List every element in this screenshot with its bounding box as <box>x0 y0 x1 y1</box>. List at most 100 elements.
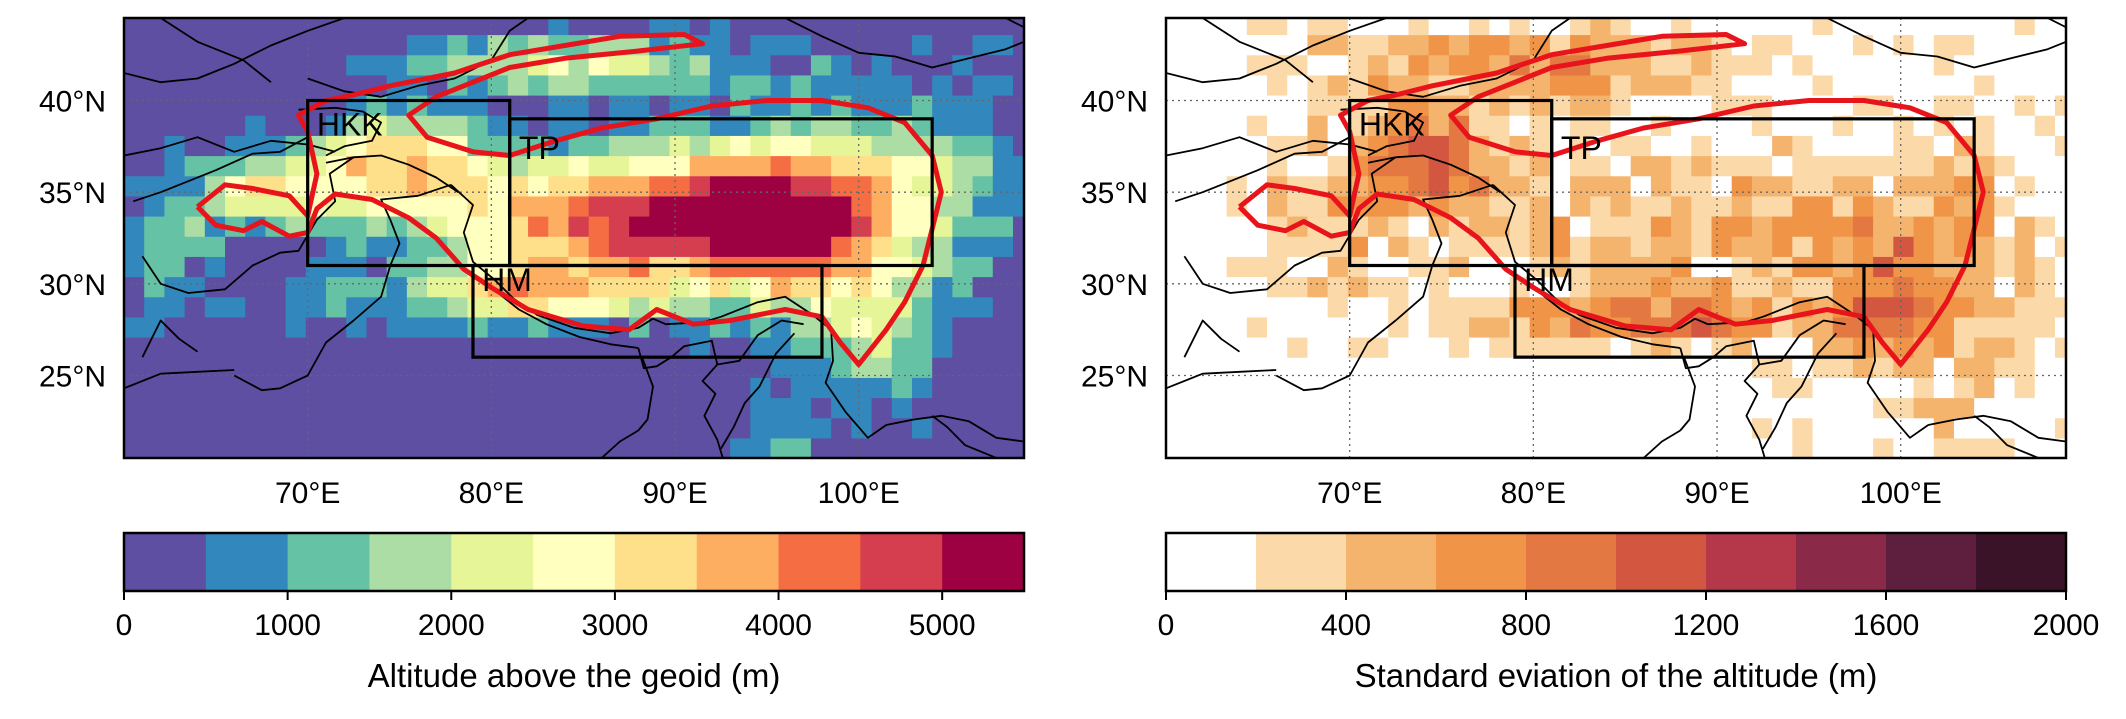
grid-cell <box>1347 357 1369 378</box>
grid-cell <box>730 135 751 157</box>
grid-cell <box>204 437 226 458</box>
grid-cell <box>871 397 893 419</box>
grid-cell <box>285 18 307 36</box>
grid-cell <box>1529 296 1551 318</box>
grid-cell <box>1428 115 1450 136</box>
grid-cell <box>265 195 287 217</box>
grid-cell <box>1448 337 1470 358</box>
grid-cell <box>1368 236 1389 257</box>
grid-cell <box>204 357 226 378</box>
grid-cell <box>1327 54 1349 76</box>
grid-cell <box>992 256 1014 278</box>
grid-cell <box>1408 236 1430 257</box>
grid-cell <box>911 357 933 378</box>
grid-cell <box>265 18 287 36</box>
grid-cell <box>326 296 347 318</box>
grid-cell <box>709 397 731 419</box>
grid-cell <box>144 195 165 217</box>
grid-cell <box>1913 216 1935 237</box>
grid-cell <box>1610 397 1632 419</box>
grid-cell <box>528 397 549 419</box>
grid-cell <box>1873 236 1894 257</box>
grid-cell <box>1691 135 1713 157</box>
grid-cell <box>2014 155 2036 177</box>
grid-cell <box>1731 195 1753 217</box>
grid-cell <box>366 316 388 338</box>
grid-cell <box>1610 135 1632 157</box>
grid-cell <box>1246 316 1268 338</box>
grid-cell <box>1368 316 1389 338</box>
grid-cell <box>972 34 994 56</box>
grid-cell <box>1012 195 1024 217</box>
grid-cell <box>750 18 772 36</box>
grid-cell <box>911 34 933 56</box>
grid-cell <box>1186 276 1207 298</box>
grid-cell <box>588 74 610 96</box>
grid-cell <box>548 337 570 358</box>
grid-cell <box>1751 34 1773 56</box>
grid-cell <box>2034 357 2056 378</box>
grid-cell <box>932 377 953 399</box>
grid-cell <box>1186 54 1207 76</box>
grid-cell <box>467 195 489 217</box>
grid-cell <box>225 95 246 116</box>
grid-cell <box>427 397 448 419</box>
grid-cell <box>1852 54 1874 76</box>
grid-cell <box>265 337 287 358</box>
grid-cell <box>1792 337 1814 358</box>
grid-cell <box>1691 195 1713 217</box>
grid-cell <box>851 34 873 56</box>
grid-cell <box>608 397 630 419</box>
grid-cell <box>831 216 852 237</box>
grid-cell <box>730 18 751 36</box>
grid-cell <box>467 337 489 358</box>
grid-cell <box>204 74 226 96</box>
grid-cell <box>2054 216 2066 237</box>
grid-cell <box>1549 155 1571 177</box>
grid-cell <box>1570 236 1591 257</box>
grid-cell <box>629 276 650 298</box>
grid-cell <box>164 95 186 116</box>
grid-cell <box>1012 135 1024 157</box>
grid-cell <box>528 337 549 358</box>
grid-cell <box>285 34 307 56</box>
grid-cell <box>709 236 731 257</box>
grid-cell <box>669 74 691 96</box>
grid-cell <box>265 155 287 177</box>
grid-cell <box>2034 135 2056 157</box>
grid-cell <box>386 296 408 318</box>
grid-cell <box>225 337 246 358</box>
grid-cell <box>225 437 246 458</box>
grid-cell <box>1974 95 1995 116</box>
grid-cell <box>709 74 731 96</box>
grid-cell <box>225 135 246 157</box>
grid-cell <box>608 296 630 318</box>
grid-cell <box>689 296 711 318</box>
border-line <box>132 136 309 203</box>
grid-cell <box>649 276 671 298</box>
grid-cell <box>1650 195 1672 217</box>
grid-cell <box>1832 417 1854 439</box>
grid-cell <box>810 155 832 177</box>
grid-cell <box>1469 377 1490 399</box>
grid-cell <box>346 216 368 237</box>
grid-cell <box>285 397 307 419</box>
grid-cell <box>1974 377 1995 399</box>
grid-cell <box>346 34 368 56</box>
grid-cell <box>1267 437 1288 458</box>
grid-cell <box>2034 74 2056 96</box>
grid-cell <box>972 256 994 278</box>
grid-cell <box>285 357 307 378</box>
border-line <box>1166 18 1387 84</box>
grid-cell <box>770 18 792 36</box>
grid-cell <box>992 115 1014 136</box>
grid-cell <box>1630 195 1652 217</box>
grid-cell <box>871 155 893 177</box>
grid-cell <box>669 357 691 378</box>
border-line <box>784 18 1024 69</box>
grid-cell <box>386 397 408 419</box>
grid-cell <box>1166 417 1187 439</box>
grid-cell <box>204 95 226 116</box>
grid-cell <box>1549 377 1571 399</box>
grid-cell <box>1590 74 1612 96</box>
